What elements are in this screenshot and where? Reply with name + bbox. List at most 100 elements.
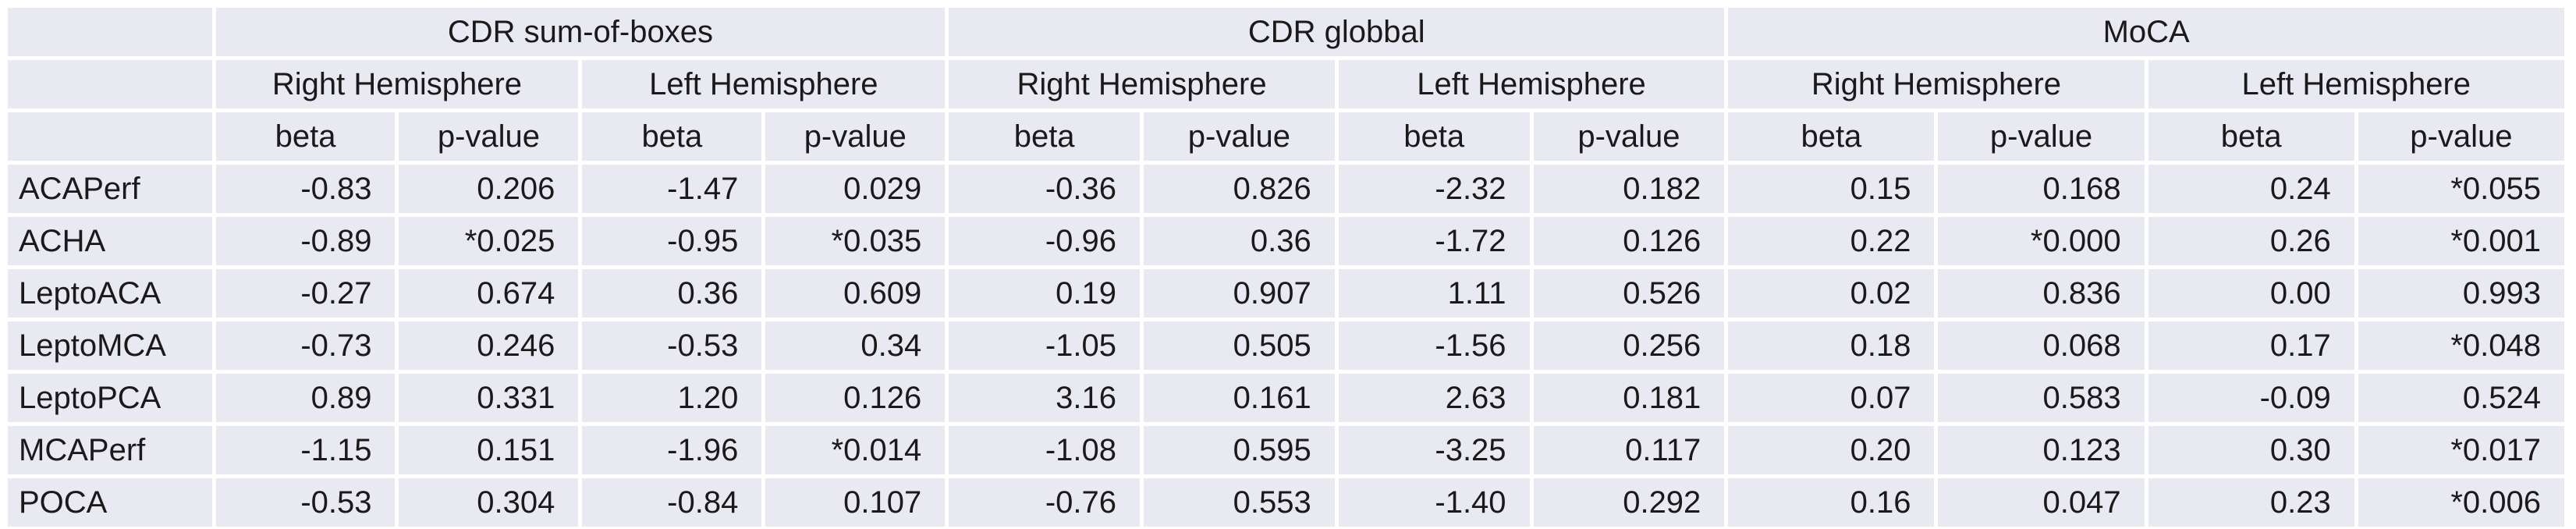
hemisphere-header-g0-h1: Left Hemisphere <box>582 60 946 108</box>
value-cell-r0-c1: 0.206 <box>399 165 579 213</box>
results-table: CDR sum-of-boxes CDR globbal MoCA Right Hem… <box>4 4 2568 529</box>
table-row-LeptoMCA: LeptoMCA -0.73 0.246 -0.53 0.34 -1.05 0.505 -1.… <box>8 321 2564 370</box>
value-cell-r0-c2: -1.47 <box>582 165 762 213</box>
table-row-MCAPerf: MCAPerf -1.15 0.151 -1.96 *0.014 -1.08 0.595 -3… <box>8 426 2564 474</box>
value-cell-r0-c5: 0.826 <box>1144 165 1335 213</box>
value-cell-r6-c3: 0.107 <box>765 478 946 527</box>
group-header-1: CDR globbal <box>949 8 1725 56</box>
value-cell-r3-c8: 0.18 <box>1728 321 1935 370</box>
value-cell-r4-c6: 2.63 <box>1338 374 1530 422</box>
group-header-0: CDR sum-of-boxes <box>215 8 946 56</box>
table-row-LeptoACA: LeptoACA -0.27 0.674 0.36 0.609 0.19 0.907 1.11… <box>8 269 2564 318</box>
value-cell-r5-c2: -1.96 <box>582 426 762 474</box>
value-cell-r6-c1: 0.304 <box>399 478 579 527</box>
value-cell-r5-c5: 0.595 <box>1144 426 1335 474</box>
value-cell-r1-c3: *0.035 <box>765 217 946 265</box>
value-cell-r2-c8: 0.02 <box>1728 269 1935 318</box>
value-cell-r1-c5: 0.36 <box>1144 217 1335 265</box>
value-cell-r3-c0: -0.73 <box>215 321 396 370</box>
stat-header-g1-h1-beta: beta <box>1338 112 1530 161</box>
value-cell-r0-c0: -0.83 <box>215 165 396 213</box>
value-cell-r1-c10: 0.26 <box>2148 217 2354 265</box>
stat-header-g1-h0-beta: beta <box>949 112 1141 161</box>
value-cell-r2-c7: 0.526 <box>1533 269 1725 318</box>
value-cell-r6-c2: -0.84 <box>582 478 762 527</box>
table-row-ACHA: ACHA -0.89 *0.025 -0.95 *0.035 -0.96 0.36 -1.72… <box>8 217 2564 265</box>
value-cell-r1-c4: -0.96 <box>949 217 1141 265</box>
value-cell-r0-c11: *0.055 <box>2358 165 2564 213</box>
row-label-ACHA: ACHA <box>8 217 212 265</box>
value-cell-r6-c9: 0.047 <box>1938 478 2145 527</box>
value-cell-r6-c8: 0.16 <box>1728 478 1935 527</box>
value-cell-r2-c9: 0.836 <box>1938 269 2145 318</box>
row-label-POCA: POCA <box>8 478 212 527</box>
table-row-ACAPerf: ACAPerf -0.83 0.206 -1.47 0.029 -0.36 0.826 -2.… <box>8 165 2564 213</box>
value-cell-r5-c10: 0.30 <box>2148 426 2354 474</box>
value-cell-r4-c10: -0.09 <box>2148 374 2354 422</box>
stat-header-g1-h0-p-value: p-value <box>1144 112 1335 161</box>
value-cell-r0-c3: 0.029 <box>765 165 946 213</box>
value-cell-r6-c0: -0.53 <box>215 478 396 527</box>
value-cell-r2-c2: 0.36 <box>582 269 762 318</box>
stat-header-g2-h0-beta: beta <box>1728 112 1935 161</box>
value-cell-r2-c10: 0.00 <box>2148 269 2354 318</box>
table-header: CDR sum-of-boxes CDR globbal MoCA Right Hem… <box>8 8 2564 161</box>
value-cell-r4-c8: 0.07 <box>1728 374 1935 422</box>
value-cell-r4-c9: 0.583 <box>1938 374 2145 422</box>
corner-cell <box>8 60 212 108</box>
group-header-2: MoCA <box>1728 8 2564 56</box>
value-cell-r3-c1: 0.246 <box>399 321 579 370</box>
value-cell-r1-c6: -1.72 <box>1338 217 1530 265</box>
value-cell-r1-c2: -0.95 <box>582 217 762 265</box>
corner-cell <box>8 112 212 161</box>
value-cell-r4-c7: 0.181 <box>1533 374 1725 422</box>
value-cell-r1-c7: 0.126 <box>1533 217 1725 265</box>
table-row-POCA: POCA -0.53 0.304 -0.84 0.107 -0.76 0.553 -1.40 0… <box>8 478 2564 527</box>
value-cell-r6-c7: 0.292 <box>1533 478 1725 527</box>
value-cell-r3-c10: 0.17 <box>2148 321 2354 370</box>
value-cell-r1-c8: 0.22 <box>1728 217 1935 265</box>
stat-header-g0-h0-beta: beta <box>215 112 396 161</box>
stat-header-g2-h1-p-value: p-value <box>2358 112 2564 161</box>
value-cell-r2-c4: 0.19 <box>949 269 1141 318</box>
value-cell-r1-c9: *0.000 <box>1938 217 2145 265</box>
value-cell-r0-c7: 0.182 <box>1533 165 1725 213</box>
value-cell-r1-c0: -0.89 <box>215 217 396 265</box>
value-cell-r3-c4: -1.05 <box>949 321 1141 370</box>
value-cell-r4-c1: 0.331 <box>399 374 579 422</box>
value-cell-r2-c0: -0.27 <box>215 269 396 318</box>
value-cell-r4-c11: 0.524 <box>2358 374 2564 422</box>
table-body: ACAPerf -0.83 0.206 -1.47 0.029 -0.36 0.826 -2.… <box>8 165 2564 527</box>
value-cell-r5-c3: *0.014 <box>765 426 946 474</box>
value-cell-r5-c6: -3.25 <box>1338 426 1530 474</box>
hemisphere-header-g1-h0: Right Hemisphere <box>949 60 1335 108</box>
value-cell-r0-c9: 0.168 <box>1938 165 2145 213</box>
value-cell-r3-c7: 0.256 <box>1533 321 1725 370</box>
value-cell-r4-c0: 0.89 <box>215 374 396 422</box>
value-cell-r5-c4: -1.08 <box>949 426 1141 474</box>
value-cell-r0-c6: -2.32 <box>1338 165 1530 213</box>
stat-header-g0-h1-p-value: p-value <box>765 112 946 161</box>
stat-header-g0-h1-beta: beta <box>582 112 762 161</box>
row-label-LeptoACA: LeptoACA <box>8 269 212 318</box>
value-cell-r4-c3: 0.126 <box>765 374 946 422</box>
value-cell-r6-c5: 0.553 <box>1144 478 1335 527</box>
value-cell-r4-c5: 0.161 <box>1144 374 1335 422</box>
value-cell-r5-c11: *0.017 <box>2358 426 2564 474</box>
value-cell-r2-c11: 0.993 <box>2358 269 2564 318</box>
value-cell-r3-c9: 0.068 <box>1938 321 2145 370</box>
row-label-LeptoMCA: LeptoMCA <box>8 321 212 370</box>
corner-cell <box>8 8 212 56</box>
value-cell-r0-c4: -0.36 <box>949 165 1141 213</box>
value-cell-r3-c3: 0.34 <box>765 321 946 370</box>
value-cell-r2-c3: 0.609 <box>765 269 946 318</box>
value-cell-r6-c10: 0.23 <box>2148 478 2354 527</box>
value-cell-r5-c1: 0.151 <box>399 426 579 474</box>
hemisphere-header-g1-h1: Left Hemisphere <box>1338 60 1725 108</box>
value-cell-r5-c7: 0.117 <box>1533 426 1725 474</box>
value-cell-r2-c1: 0.674 <box>399 269 579 318</box>
value-cell-r3-c11: *0.048 <box>2358 321 2564 370</box>
value-cell-r3-c6: -1.56 <box>1338 321 1530 370</box>
value-cell-r2-c5: 0.907 <box>1144 269 1335 318</box>
row-label-ACAPerf: ACAPerf <box>8 165 212 213</box>
